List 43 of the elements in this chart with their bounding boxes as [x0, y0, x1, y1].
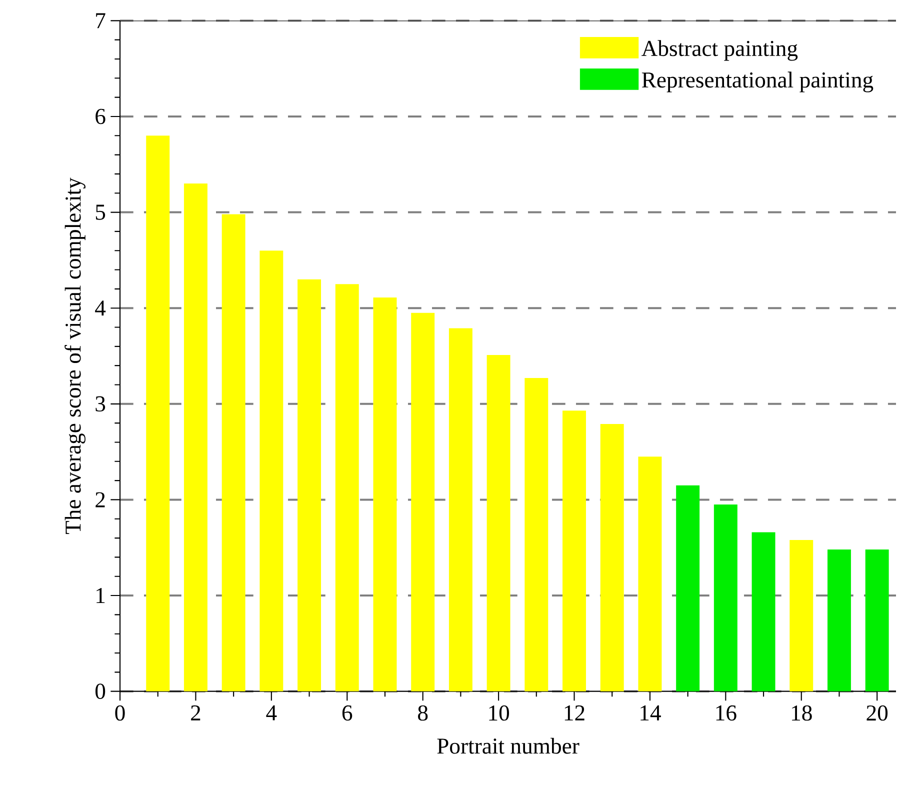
bar [486, 355, 510, 692]
x-axis-title: Portrait number [437, 738, 580, 754]
legend-label: Abstract painting [642, 40, 798, 61]
bar [865, 550, 889, 692]
bar [827, 550, 851, 692]
y-tick-label: 6 [96, 108, 106, 124]
bar [373, 298, 397, 692]
bar [260, 250, 284, 692]
bar [638, 456, 662, 692]
x-tick-label: 8 [418, 705, 428, 721]
bar [222, 214, 246, 692]
x-tick-label: 20 [866, 705, 888, 721]
bar [790, 540, 814, 692]
x-tick-label: 14 [640, 705, 661, 720]
x-tick-label: 18 [792, 705, 812, 721]
x-tick-label: 10 [489, 705, 510, 721]
bar [600, 424, 624, 692]
x-tick-label: 12 [564, 705, 584, 720]
x-tick-label: 2 [191, 705, 200, 720]
y-tick-label: 7 [96, 13, 106, 28]
y-tick-label: 1 [96, 588, 105, 604]
y-axis-title: The average score of visual complexity [64, 178, 86, 534]
y-tick-label: 4 [95, 300, 106, 316]
bar [676, 485, 700, 692]
x-tick-label: 6 [342, 705, 352, 721]
bar [524, 378, 548, 692]
legend-label: Representational painting [642, 72, 874, 92]
x-tick-label: 4 [266, 705, 277, 720]
x-tick-label: 0 [115, 705, 125, 721]
bar [448, 328, 472, 692]
y-tick-label: 3 [96, 396, 106, 412]
y-tick-label: 5 [96, 204, 106, 220]
y-tick-label: 0 [95, 684, 106, 699]
bar [752, 532, 776, 692]
y-tick-label: 2 [96, 492, 105, 508]
bar [411, 312, 435, 692]
bar [298, 279, 322, 692]
x-tick-label: 16 [716, 705, 736, 721]
bar [335, 284, 359, 692]
bar [714, 504, 738, 692]
bar [146, 136, 170, 692]
bar [562, 410, 586, 692]
bar [184, 184, 208, 692]
